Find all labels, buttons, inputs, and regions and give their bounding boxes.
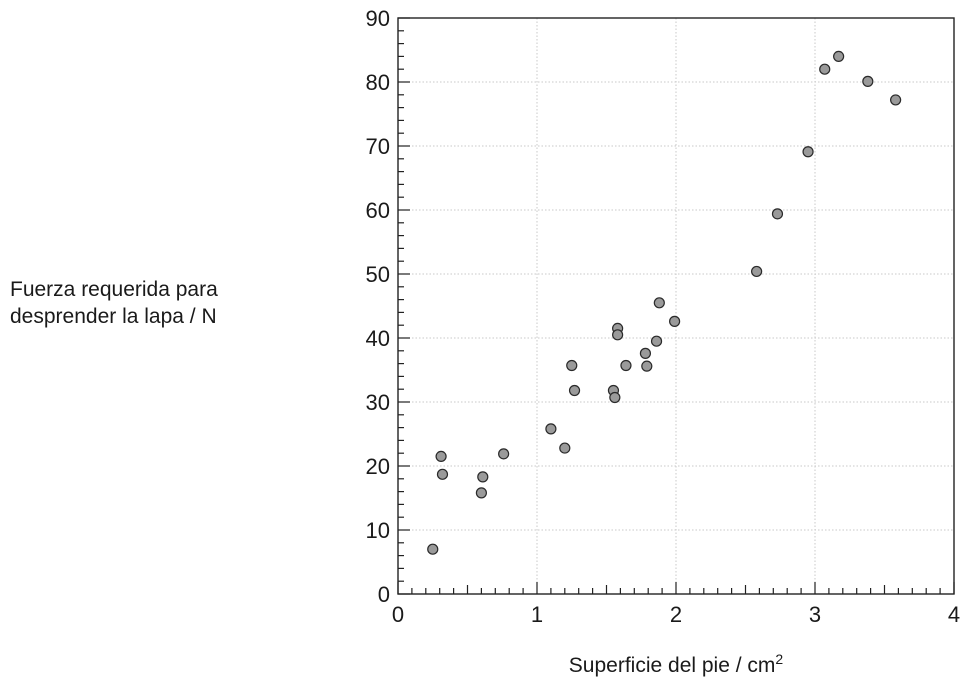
y-tick-label: 40	[366, 326, 390, 351]
data-point	[545, 423, 557, 435]
data-point	[620, 359, 632, 372]
data-point	[559, 442, 571, 454]
data-point	[568, 384, 581, 397]
data-point	[566, 359, 578, 372]
y-tick-label: 0	[378, 582, 390, 607]
axis-ticks	[397, 17, 955, 595]
data-point	[427, 543, 439, 555]
data-point	[612, 329, 624, 341]
data-points	[427, 50, 902, 555]
data-point	[436, 468, 449, 480]
data-point	[641, 360, 653, 372]
x-axis-label-text: Superficie del pie / cm	[569, 654, 776, 677]
data-point	[802, 146, 814, 158]
data-point	[890, 94, 902, 106]
data-point	[475, 487, 487, 499]
y-tick-label: 90	[366, 6, 390, 31]
y-tick-label: 60	[366, 198, 390, 223]
y-tick-label: 80	[366, 70, 390, 95]
data-point	[669, 315, 681, 327]
data-point	[609, 391, 621, 404]
data-point	[650, 335, 663, 347]
data-point	[639, 347, 652, 359]
x-axis-label: Superficie del pie / cm2	[569, 651, 784, 677]
y-tick-label: 10	[366, 518, 390, 543]
x-tick-label: 0	[392, 602, 404, 627]
data-point	[653, 297, 665, 309]
data-point	[498, 448, 510, 460]
y-tick-label: 30	[366, 390, 390, 415]
y-tick-label: 20	[366, 454, 390, 479]
data-point	[819, 63, 831, 75]
data-point	[435, 450, 447, 462]
x-tick-label: 1	[531, 602, 543, 627]
data-point	[862, 75, 874, 87]
x-tick-label: 3	[809, 602, 821, 627]
y-axis-label-line-1: Fuerza requerida para	[10, 278, 218, 301]
x-tick-label: 4	[948, 602, 960, 627]
data-point	[833, 50, 845, 63]
y-tick-label: 50	[366, 262, 390, 287]
y-axis-label: Fuerza requerida para desprender la lapa…	[10, 276, 300, 330]
x-axis-label-superscript: 2	[775, 651, 783, 667]
y-axis-label-line-2: desprender la lapa / N	[10, 305, 217, 328]
data-point	[477, 471, 489, 483]
grid-lines	[398, 18, 954, 594]
x-tick-label: 2	[670, 602, 682, 627]
data-point	[751, 265, 763, 278]
data-point	[771, 208, 784, 220]
y-tick-label: 70	[366, 134, 390, 159]
